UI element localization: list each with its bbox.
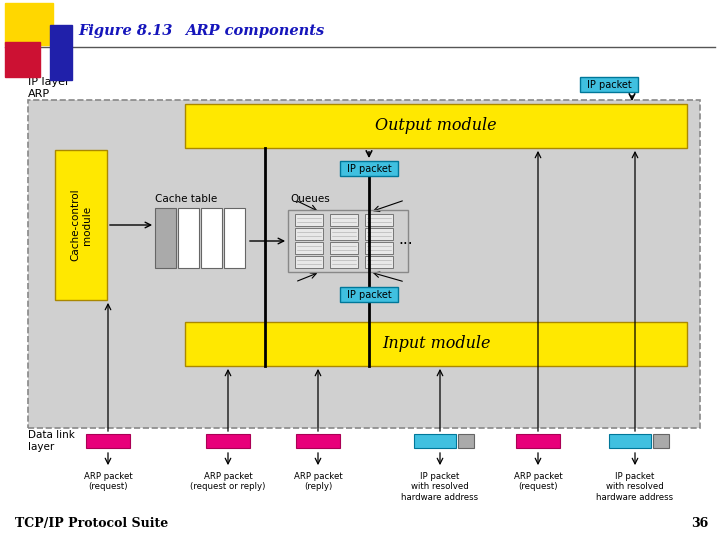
Bar [201,208,222,268]
Text: Data link
layer: Data link layer [28,430,75,451]
Bar [295,228,323,240]
Bar [224,208,245,268]
Bar [295,214,323,226]
Bar [50,25,72,80]
Bar [365,256,393,268]
Text: Figure 8.13: Figure 8.13 [78,24,172,38]
Bar [330,214,358,226]
Bar [5,3,53,45]
Bar [609,434,651,448]
Bar [155,208,176,268]
Text: IP packet
with resolved
hardware address: IP packet with resolved hardware address [596,472,674,502]
Text: IP layer: IP layer [28,77,70,87]
Text: ARP packet
(reply): ARP packet (reply) [294,472,343,491]
Bar [206,434,250,448]
Bar [86,434,130,448]
Bar [295,242,323,254]
Bar [178,208,199,268]
Bar [580,77,638,92]
Text: ARP packet
(request or reply): ARP packet (request or reply) [190,472,266,491]
Bar [330,242,358,254]
Text: ARP components: ARP components [185,24,324,38]
Bar [365,242,393,254]
Text: ARP packet
(request): ARP packet (request) [84,472,132,491]
Text: Queues: Queues [290,194,330,204]
Text: TCP/IP Protocol Suite: TCP/IP Protocol Suite [15,517,168,530]
Bar [28,100,700,428]
Text: Cache table: Cache table [155,194,217,204]
Bar [55,150,107,300]
Text: Cache-control
module: Cache-control module [71,188,92,261]
Bar [296,434,340,448]
Bar [340,287,398,302]
Bar [295,256,323,268]
Bar [516,434,560,448]
Bar [458,434,474,448]
Bar [288,210,408,272]
Bar [365,214,393,226]
Bar [330,256,358,268]
Text: IP packet
with resolved
hardware address: IP packet with resolved hardware address [402,472,479,502]
Bar [414,434,456,448]
Text: ARP: ARP [28,89,50,99]
Bar [185,322,687,366]
Text: 36: 36 [690,517,708,530]
Text: Output module: Output module [375,118,497,134]
Text: IP packet: IP packet [346,290,392,300]
Bar [653,434,669,448]
Text: ARP packet
(request): ARP packet (request) [513,472,562,491]
Bar [340,161,398,176]
Text: IP packet: IP packet [346,164,392,174]
Bar [185,104,687,148]
Bar [5,42,40,77]
Bar [365,228,393,240]
Bar [330,228,358,240]
Text: IP packet: IP packet [587,80,631,90]
Text: ...: ... [398,233,413,247]
Text: Input module: Input module [382,335,490,353]
